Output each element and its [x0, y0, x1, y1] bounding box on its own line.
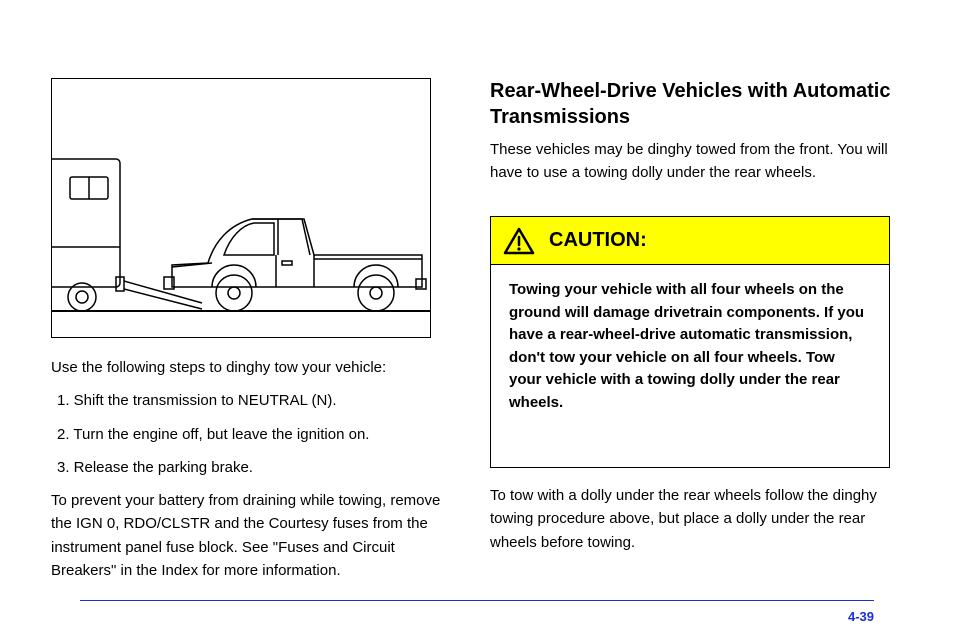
- caution-box: CAUTION: Towing your vehicle with all fo…: [490, 216, 890, 468]
- left-p-3: 3. Release the parking brake.: [51, 456, 451, 479]
- right-footer-text: To tow with a dolly under the rear wheel…: [490, 484, 910, 564]
- caution-body-text: Towing your vehicle with all four wheels…: [509, 281, 864, 411]
- caution-label: CAUTION:: [549, 229, 647, 252]
- right-heading: Rear-Wheel-Drive Vehicles with Automatic…: [490, 78, 910, 130]
- warning-triangle-icon: [503, 227, 535, 255]
- page-root: Use the following steps to dinghy tow yo…: [0, 0, 954, 636]
- page-number: 4-39: [848, 609, 874, 624]
- caution-header: CAUTION:: [491, 217, 889, 265]
- left-p-2: 2. Turn the engine off, but leave the ig…: [51, 423, 451, 446]
- left-p-1: 1. Shift the transmission to NEUTRAL (N)…: [51, 389, 451, 412]
- left-p-0: Use the following steps to dinghy tow yo…: [51, 356, 451, 379]
- caution-body: Towing your vehicle with all four wheels…: [491, 265, 889, 428]
- right-intro: These vehicles may be dinghy towed from …: [490, 138, 910, 195]
- right-intro-p: These vehicles may be dinghy towed from …: [490, 138, 910, 185]
- footer-line: [80, 600, 874, 601]
- towing-figure: [51, 78, 431, 338]
- left-p-4: To prevent your battery from draining wh…: [51, 489, 451, 582]
- right-footer-p: To tow with a dolly under the rear wheel…: [490, 484, 910, 554]
- towing-svg: [52, 79, 431, 338]
- left-column: Use the following steps to dinghy tow yo…: [51, 356, 451, 592]
- right-heading-text: Rear-Wheel-Drive Vehicles with Automatic…: [490, 80, 890, 128]
